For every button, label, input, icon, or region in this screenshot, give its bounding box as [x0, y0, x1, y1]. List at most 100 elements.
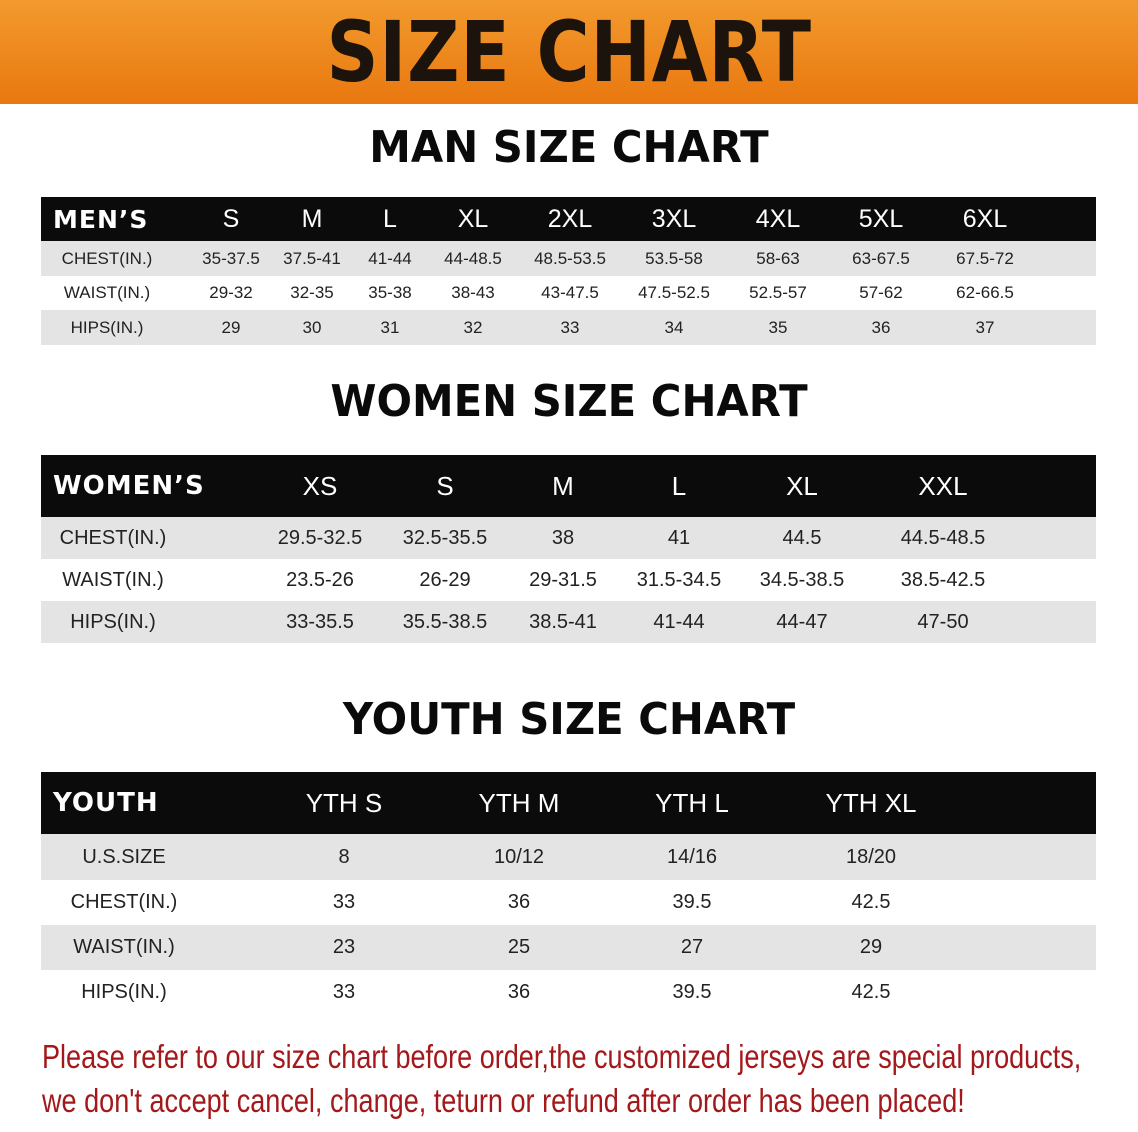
size-header: M	[301, 204, 323, 233]
size-header: XXL	[918, 470, 968, 501]
youth-chart-title: YOUTH SIZE CHART	[342, 694, 796, 745]
table-cell: 18/20	[845, 845, 897, 868]
table-cell: 29	[221, 317, 241, 337]
table-cell: 34.5-38.5	[759, 568, 845, 591]
banner: SIZE CHART	[0, 0, 1138, 104]
table-cell: 34	[664, 317, 684, 337]
table-cell: 29.5-32.5	[277, 526, 363, 549]
women-chart-title: WOMEN SIZE CHART	[330, 376, 808, 427]
table-cell: 35-37.5	[202, 248, 260, 268]
table-row: WAIST(IN.) 29-32 32-35 35-38 38-43 43-47.5 47.…	[41, 276, 1096, 310]
size-header: XL	[786, 470, 818, 501]
table-corner-label: WOMEN’S	[53, 471, 205, 501]
table-cell: 35	[768, 317, 788, 337]
table-cell: 44.5	[782, 526, 822, 549]
row-label: CHEST(IN.)	[61, 248, 153, 268]
table-cell: 47-50	[917, 610, 969, 633]
table-cell: 53.5-58	[645, 248, 703, 268]
table-cell: 36	[507, 981, 531, 1003]
row-label: WAIST(IN.)	[73, 936, 175, 958]
size-header: M	[552, 470, 574, 501]
size-header: XS	[302, 470, 338, 501]
row-label: CHEST(IN.)	[70, 891, 178, 913]
size-header: L	[671, 470, 687, 501]
table-cell: 38	[551, 526, 575, 549]
size-header: YTH XL	[825, 787, 917, 818]
table-cell: 39.5	[672, 891, 712, 913]
table-cell: 8	[338, 845, 350, 868]
table-cell: 29-32	[209, 283, 253, 302]
table-cell: 44.5-48.5	[900, 526, 986, 549]
table-cell: 37.5-41	[283, 248, 341, 268]
banner-title: SIZE CHART	[326, 3, 812, 101]
row-label: CHEST(IN.)	[59, 526, 167, 549]
table-cell: 38-43	[451, 283, 495, 302]
men-size-table: MEN’S S M L XL 2XL 3XL 4XL 5XL 6XL CHEST(IN.) 35-37…	[41, 197, 1096, 345]
table-cell: 31	[380, 317, 400, 337]
women-header-row: WOMEN’S XS S M L XL XXL	[41, 455, 1096, 517]
table-row: HIPS(IN.) 33-35.5 35.5-38.5 38.5-41 41-44 44-…	[41, 601, 1096, 643]
table-row: CHEST(IN.) 29.5-32.5 32.5-35.5 38 41 44.5 44.5…	[41, 517, 1096, 559]
size-header: 3XL	[651, 204, 697, 233]
table-cell: 25	[507, 936, 531, 958]
row-label: HIPS(IN.)	[70, 317, 144, 337]
size-header: 2XL	[547, 204, 593, 233]
table-row: CHEST(IN.) 33 36 39.5 42.5	[41, 880, 1096, 925]
table-cell: 33-35.5	[286, 610, 354, 633]
row-label: HIPS(IN.)	[70, 610, 156, 633]
row-label: HIPS(IN.)	[81, 981, 167, 1003]
table-cell: 62-66.5	[956, 283, 1014, 302]
table-corner-label: YOUTH	[53, 788, 159, 818]
table-cell: 42.5	[851, 981, 891, 1003]
table-cell: 39.5	[672, 981, 712, 1003]
size-header: 4XL	[755, 204, 801, 233]
table-corner-label: MEN’S	[53, 204, 149, 234]
table-cell: 36	[507, 891, 531, 913]
youth-header-row: YOUTH YTH S YTH M YTH L YTH XL	[41, 772, 1096, 834]
table-cell: 31.5-34.5	[636, 568, 722, 591]
table-cell: 52.5-57	[749, 283, 807, 302]
table-row: WAIST(IN.) 23 25 27 29	[41, 925, 1096, 970]
table-cell: 33	[560, 317, 580, 337]
table-row: WAIST(IN.) 23.5-26 26-29 29-31.5 31.5-34.5 34…	[41, 559, 1096, 601]
size-header: YTH L	[655, 787, 729, 818]
table-cell: 32.5-35.5	[402, 526, 488, 549]
table-cell: 48.5-53.5	[534, 248, 606, 268]
row-label: WAIST(IN.)	[63, 283, 151, 302]
table-cell: 63-67.5	[852, 248, 910, 268]
table-row: U.S.SIZE 8 10/12 14/16 18/20	[41, 834, 1096, 880]
youth-size-table: YOUTH YTH S YTH M YTH L YTH XL U.S.SIZE 8 10/12…	[41, 772, 1096, 1015]
table-cell: 37	[975, 317, 995, 337]
notice-line-1: Please refer to our size chart before or…	[42, 1038, 1082, 1075]
table-cell: 23.5-26	[286, 568, 354, 591]
size-header: S	[222, 204, 240, 233]
table-cell: 30	[302, 317, 322, 337]
size-header: 6XL	[962, 204, 1008, 233]
table-cell: 41	[667, 526, 691, 549]
table-cell: 32-35	[290, 283, 334, 302]
notice-line-2: we don't accept cancel, change, teturn o…	[42, 1082, 965, 1119]
table-cell: 33	[332, 981, 356, 1003]
table-cell: 23	[332, 936, 356, 958]
table-row: CHEST(IN.) 35-37.5 37.5-41 41-44 44-48.5 48.5…	[41, 241, 1096, 276]
size-header: S	[436, 470, 454, 501]
table-cell: 29-31.5	[529, 568, 597, 591]
table-cell: 67.5-72	[956, 248, 1014, 268]
table-cell: 14/16	[666, 845, 718, 868]
table-cell: 32	[463, 317, 483, 337]
size-header: L	[383, 204, 397, 233]
table-cell: 44-47	[776, 610, 828, 633]
table-cell: 33	[332, 891, 356, 913]
table-cell: 38.5-42.5	[900, 568, 986, 591]
size-header: 5XL	[858, 204, 904, 233]
row-label: WAIST(IN.)	[62, 568, 164, 591]
table-cell: 10/12	[493, 845, 545, 868]
table-cell: 41-44	[368, 248, 412, 268]
table-cell: 43-47.5	[541, 283, 599, 302]
table-cell: 36	[871, 317, 891, 337]
table-cell: 57-62	[859, 283, 903, 302]
table-cell: 38.5-41	[529, 610, 597, 633]
table-cell: 42.5	[851, 891, 891, 913]
table-cell: 27	[680, 936, 704, 958]
table-row: HIPS(IN.) 33 36 39.5 42.5	[41, 970, 1096, 1015]
